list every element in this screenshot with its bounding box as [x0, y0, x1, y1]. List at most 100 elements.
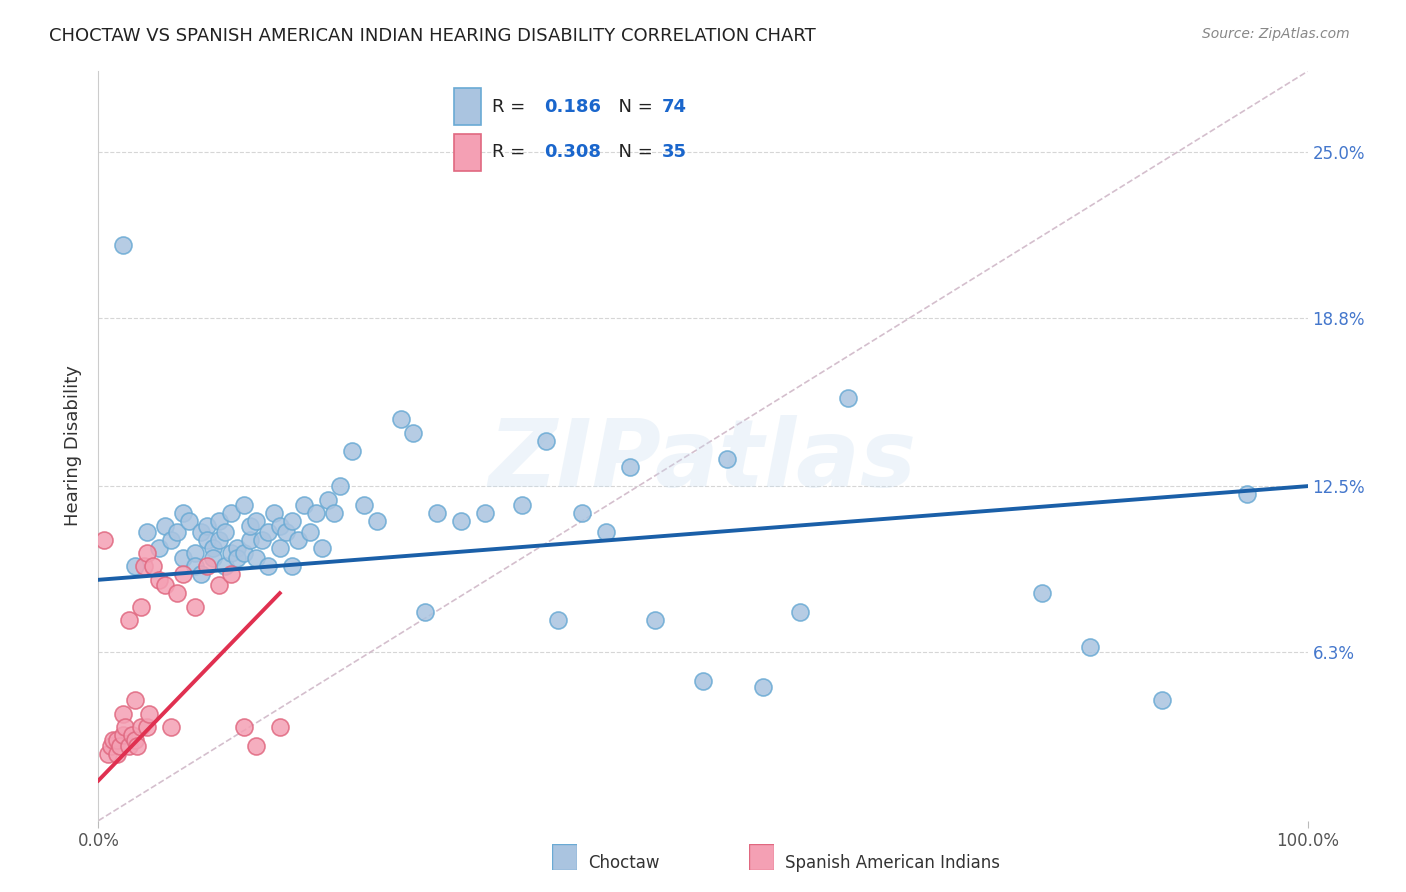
FancyBboxPatch shape	[551, 845, 578, 870]
Point	[221, 506, 243, 520]
Point	[292, 498, 315, 512]
Point	[353, 498, 375, 512]
Point	[510, 498, 533, 512]
Point	[101, 733, 124, 747]
Point	[135, 546, 157, 560]
Text: Spanish American Indians: Spanish American Indians	[785, 854, 1000, 871]
Point	[311, 541, 333, 555]
Point	[121, 728, 143, 742]
Point	[153, 578, 176, 592]
Point	[190, 524, 212, 539]
Point	[135, 524, 157, 539]
Point	[166, 586, 188, 600]
Point	[1236, 487, 1258, 501]
Point	[195, 533, 218, 547]
Point	[202, 551, 225, 566]
Text: N =: N =	[607, 98, 659, 116]
Point	[245, 739, 267, 753]
FancyBboxPatch shape	[748, 845, 773, 870]
Point	[190, 567, 212, 582]
FancyBboxPatch shape	[454, 134, 481, 170]
Point	[716, 452, 738, 467]
Point	[184, 599, 207, 614]
Point	[221, 567, 243, 582]
Text: CHOCTAW VS SPANISH AMERICAN INDIAN HEARING DISABILITY CORRELATION CHART: CHOCTAW VS SPANISH AMERICAN INDIAN HEARI…	[49, 27, 815, 45]
Point	[111, 706, 134, 721]
Point	[692, 674, 714, 689]
Point	[138, 706, 160, 721]
Point	[108, 739, 131, 753]
Point	[111, 238, 134, 252]
Point	[208, 533, 231, 547]
Point	[752, 680, 775, 694]
Point	[619, 460, 641, 475]
Point	[269, 541, 291, 555]
Point	[389, 412, 412, 426]
Point	[323, 506, 346, 520]
Point	[118, 739, 141, 753]
Point	[1031, 586, 1053, 600]
Point	[256, 524, 278, 539]
Point	[534, 434, 557, 448]
Point	[160, 720, 183, 734]
Point	[97, 747, 120, 761]
Point	[413, 605, 436, 619]
Point	[129, 599, 152, 614]
Point	[426, 506, 449, 520]
Point	[124, 733, 146, 747]
Point	[226, 541, 249, 555]
Point	[153, 519, 176, 533]
Point	[184, 546, 207, 560]
Point	[124, 559, 146, 574]
Point	[195, 519, 218, 533]
Point	[111, 728, 134, 742]
Point	[148, 573, 170, 587]
Point	[195, 559, 218, 574]
Point	[269, 720, 291, 734]
Text: 74: 74	[662, 98, 688, 116]
Point	[305, 506, 328, 520]
Point	[124, 693, 146, 707]
Point	[316, 492, 339, 507]
Point	[644, 613, 666, 627]
Point	[239, 533, 262, 547]
Text: ZIPatlas: ZIPatlas	[489, 415, 917, 507]
Y-axis label: Hearing Disability: Hearing Disability	[65, 366, 83, 526]
Point	[263, 506, 285, 520]
Point	[287, 533, 309, 547]
Text: 35: 35	[662, 143, 688, 161]
Point	[129, 720, 152, 734]
Point	[281, 559, 304, 574]
Point	[148, 541, 170, 555]
Point	[160, 533, 183, 547]
Point	[789, 605, 811, 619]
Point	[450, 514, 472, 528]
Point	[214, 524, 236, 539]
Text: R =: R =	[492, 143, 531, 161]
Point	[329, 479, 352, 493]
Point	[281, 514, 304, 528]
Point	[208, 514, 231, 528]
Point	[93, 533, 115, 547]
Point	[118, 613, 141, 627]
Point	[245, 551, 267, 566]
Point	[100, 739, 122, 753]
Point	[105, 747, 128, 761]
Point	[269, 519, 291, 533]
Point	[114, 720, 136, 734]
Point	[232, 498, 254, 512]
Point	[299, 524, 322, 539]
Point	[342, 444, 364, 458]
Point	[837, 391, 859, 405]
Point	[256, 559, 278, 574]
Point	[547, 613, 569, 627]
Text: Source: ZipAtlas.com: Source: ZipAtlas.com	[1202, 27, 1350, 41]
Point	[172, 506, 194, 520]
Point	[232, 546, 254, 560]
Point	[245, 514, 267, 528]
Point	[274, 524, 297, 539]
Text: R =: R =	[492, 98, 531, 116]
Point	[402, 425, 425, 440]
Point	[250, 533, 273, 547]
Point	[571, 506, 593, 520]
